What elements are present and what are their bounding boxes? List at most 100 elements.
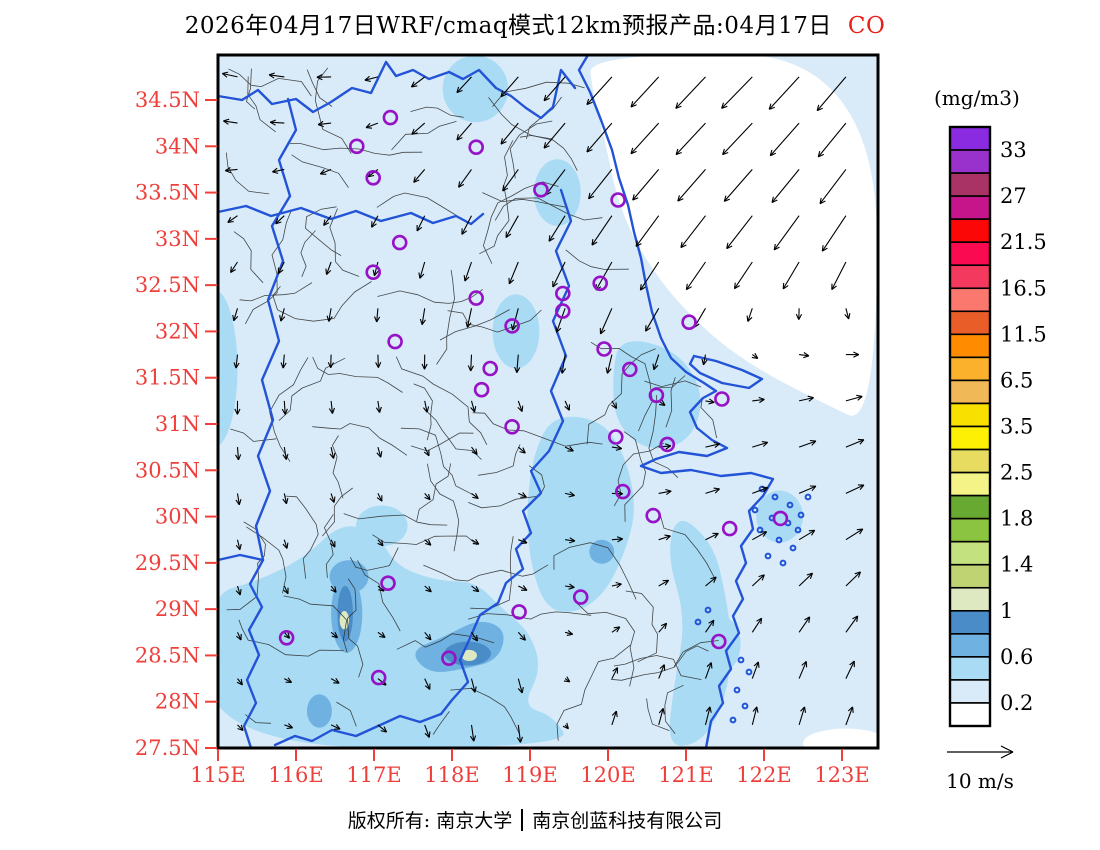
- wind-arrow: [548, 215, 566, 242]
- wind-arrow: [424, 631, 432, 641]
- wind-arrow: [284, 723, 293, 730]
- co-fill-patch: [442, 55, 509, 123]
- wind-arrow: [502, 169, 519, 192]
- county-border: [478, 444, 521, 476]
- wind-arrow: [225, 167, 238, 174]
- wind-arrow: [377, 724, 388, 733]
- station-marker: [554, 285, 571, 302]
- county-border: [439, 309, 510, 341]
- y-tick-label: 28.5N: [135, 643, 200, 667]
- station-marker: [621, 361, 638, 378]
- legend-cell: [949, 402, 991, 428]
- wind-arrow: [410, 76, 426, 88]
- wind-arrow: [516, 724, 524, 743]
- station-marker: [607, 429, 624, 445]
- wind-arrow: [752, 531, 768, 541]
- wind-arrow: [798, 572, 814, 587]
- legend-label: 0.6: [1000, 645, 1033, 669]
- station-marker: [772, 510, 789, 527]
- wind-arrow: [317, 120, 332, 128]
- legend-cell: [949, 517, 991, 543]
- island-outline: [737, 656, 745, 664]
- copyright-right: 南京创蓝科技有限公司: [532, 810, 723, 832]
- wind-arrow: [611, 536, 623, 543]
- legend-label: 6.5: [1000, 368, 1033, 392]
- province-border: [216, 553, 265, 562]
- wind-arrow: [798, 395, 814, 402]
- wind-arrow: [746, 308, 753, 322]
- wind-arrow: [630, 122, 660, 155]
- wind-arrow: [316, 74, 332, 81]
- legend-cell: [949, 310, 991, 336]
- wind-arrow: [282, 493, 289, 505]
- county-border: [321, 487, 353, 537]
- county-border: [289, 143, 423, 156]
- wind-arrow: [423, 446, 430, 457]
- county-border: [228, 68, 312, 97]
- wind-arrow: [639, 261, 660, 291]
- wind-arrow: [675, 76, 706, 109]
- county-border: [436, 269, 455, 365]
- legend-cell: [949, 195, 991, 220]
- legend-cell: [949, 241, 991, 267]
- wind-arrow: [371, 215, 379, 228]
- wind-arrow: [458, 169, 472, 188]
- county-border: [467, 611, 592, 620]
- wind-arrow: [325, 261, 332, 275]
- station-marker: [365, 170, 382, 186]
- wind-arrow: [845, 615, 859, 633]
- co-fill-patch: [701, 616, 741, 673]
- wind-arrow: [588, 169, 613, 200]
- wind-arrow: [232, 308, 239, 322]
- county-border: [312, 423, 408, 456]
- wind-arrow: [705, 441, 720, 449]
- wind-arrow: [456, 76, 472, 94]
- wind-arrow: [424, 539, 432, 546]
- wind-arrow: [705, 398, 715, 405]
- wind-arrow: [844, 308, 851, 320]
- wind-arrow: [518, 538, 528, 545]
- map-title: 2026年04月17日WRF/cmaq模式12km预报产品:04月17日 CO: [150, 6, 920, 40]
- map-title-species: CO: [847, 13, 886, 39]
- co-fill-patch: [218, 290, 238, 447]
- county-border: [269, 357, 309, 462]
- wind-arrow: [721, 76, 753, 109]
- wind-arrow: [611, 581, 622, 589]
- wind-arrow: [586, 122, 613, 153]
- wind-arrow: [330, 724, 341, 730]
- legend-cell: [949, 448, 991, 474]
- wind-arrow: [845, 706, 854, 726]
- island-outline: [786, 501, 794, 509]
- wind-arrow: [230, 261, 238, 273]
- wind-arrow: [798, 439, 817, 448]
- county-border: [247, 76, 276, 133]
- wind-arrow: [652, 354, 660, 371]
- legend-cell: [949, 379, 991, 405]
- wind-arrow: [327, 354, 334, 369]
- wind-arrow: [235, 539, 242, 551]
- wind-arrow: [411, 122, 426, 135]
- y-tick-label: 32N: [155, 319, 200, 343]
- wind-arrow: [645, 308, 660, 332]
- wind-arrow: [235, 493, 242, 506]
- island-outline: [794, 526, 802, 534]
- wind-arrow: [227, 215, 238, 224]
- station-marker: [473, 381, 490, 398]
- wind-arrow: [330, 585, 337, 593]
- co-fill-patch: [533, 159, 581, 226]
- wind-arrow: [223, 118, 238, 125]
- wind-arrow: [752, 486, 769, 494]
- station-marker: [380, 575, 396, 592]
- county-border: [494, 197, 603, 221]
- x-tick-label: 117E: [346, 763, 401, 787]
- legend-label: 33: [1000, 138, 1027, 162]
- y-tick-label: 29N: [155, 597, 200, 621]
- wind-arrow: [726, 215, 753, 250]
- wind-arrow: [658, 579, 670, 587]
- county-border: [283, 595, 348, 653]
- y-tick-label: 27.5N: [135, 736, 200, 760]
- axes: 115E 116E 117E 118E 119E 120E 121E 122E 123E 27.5…: [135, 88, 870, 787]
- island-outline: [771, 493, 779, 501]
- wind-arrow: [471, 538, 480, 545]
- wind-arrow: [505, 215, 519, 238]
